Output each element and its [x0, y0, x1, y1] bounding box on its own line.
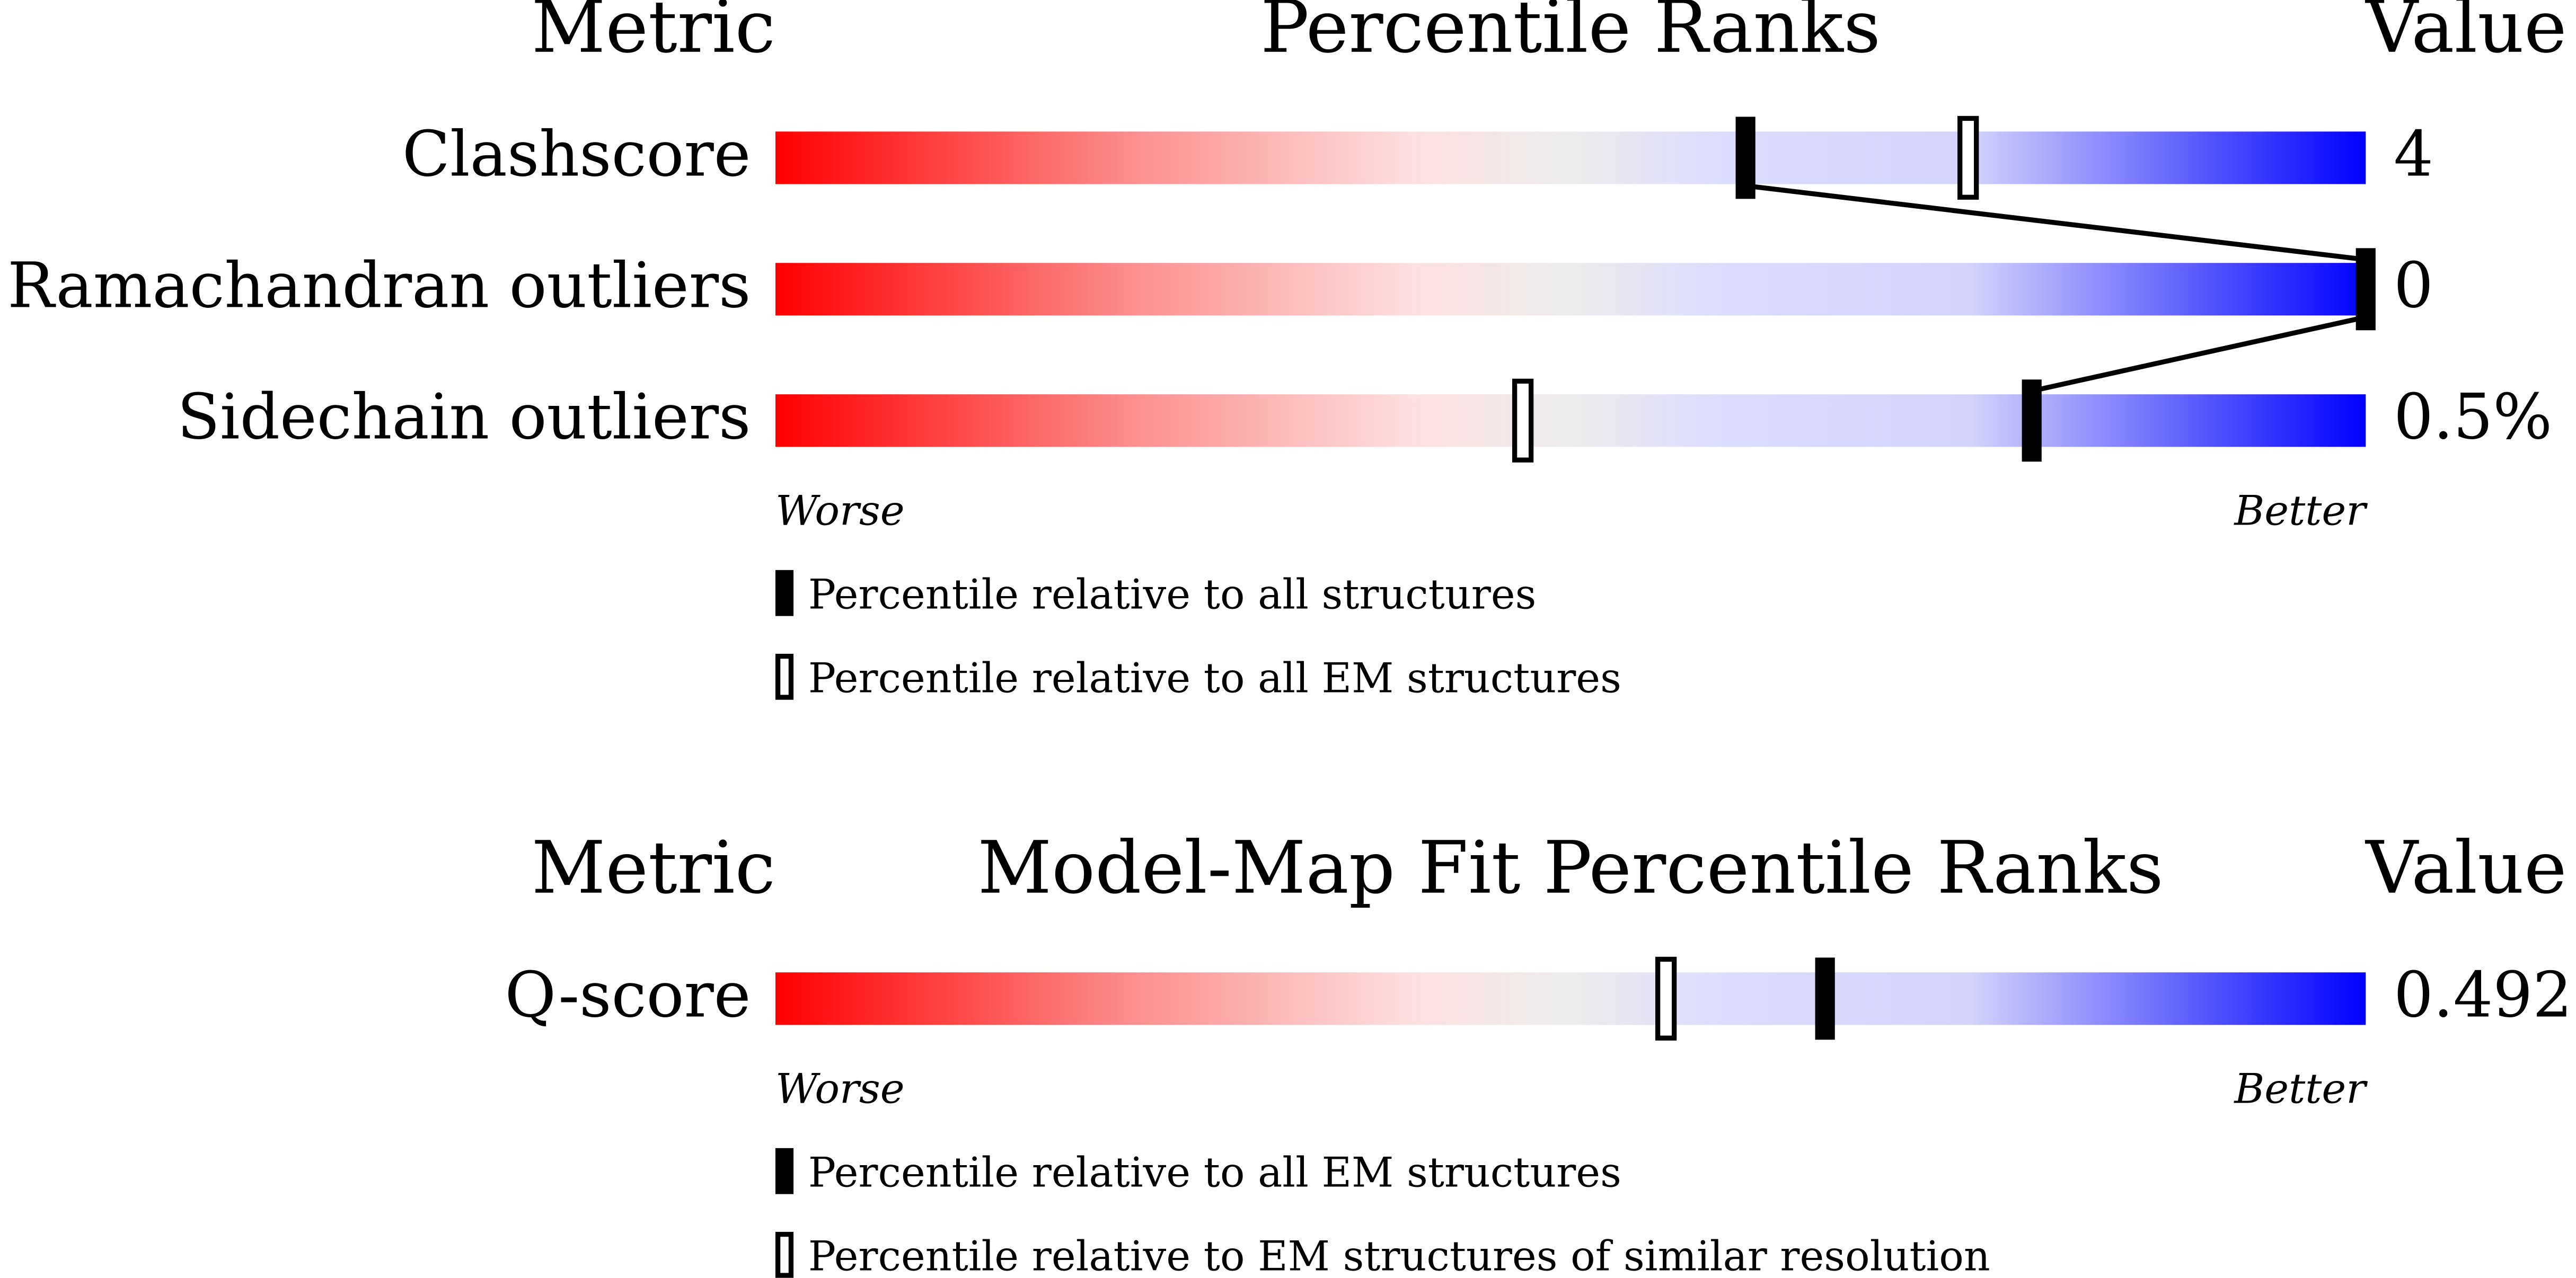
- legend-marker: [775, 1148, 794, 1194]
- metric-value: 0.5%: [2394, 380, 2552, 453]
- better-label: Better: [2233, 487, 2368, 535]
- percentile-bar: [775, 131, 2366, 184]
- percentile-bar: [775, 972, 2366, 1025]
- value-header: Value: [2365, 0, 2566, 69]
- metric-label: Clashscore: [402, 118, 751, 191]
- metric-label: Ramachandran outliers: [7, 249, 751, 322]
- better-label: Better: [2233, 1065, 2368, 1113]
- legend-label: Percentile relative to EM structures of …: [808, 1233, 1990, 1278]
- chart-title: Model-Map Fit Percentile Ranks: [977, 826, 2163, 910]
- percentile-marker-open: [1655, 956, 1677, 1041]
- legend-marker: [775, 570, 794, 616]
- percentile-marker-filled: [1735, 117, 1755, 199]
- metric-header: Metric: [532, 826, 775, 910]
- legend-label: Percentile relative to all EM structures: [808, 1149, 1621, 1197]
- metric-value: 4: [2394, 118, 2433, 191]
- chart-title: Percentile Ranks: [1260, 0, 1881, 69]
- metric-label: Q-score: [505, 958, 751, 1031]
- metric-label: Sidechain outliers: [177, 380, 751, 453]
- metric-value: 0: [2394, 249, 2433, 322]
- worse-label: Worse: [775, 1065, 905, 1113]
- percentile-marker-filled: [1815, 957, 1835, 1040]
- percentile-marker-open: [1957, 116, 1979, 200]
- value-header: Value: [2365, 826, 2566, 910]
- percentile-marker-filled: [2022, 379, 2042, 462]
- percentile-marker-open: [1512, 378, 1534, 463]
- legend-label: Percentile relative to all structures: [808, 571, 1536, 619]
- metric-header: Metric: [532, 0, 775, 69]
- worse-label: Worse: [775, 487, 905, 535]
- percentile-marker-filled: [2356, 248, 2376, 331]
- metric-value: 0.492: [2394, 958, 2572, 1031]
- legend-label: Percentile relative to all EM structures: [808, 655, 1621, 703]
- legend-marker: [775, 1231, 794, 1278]
- connector-line: [1745, 183, 2366, 262]
- percentile-bar: [775, 263, 2366, 316]
- connector-line: [2031, 314, 2367, 394]
- legend-marker: [775, 653, 794, 700]
- percentile-bar: [775, 394, 2366, 447]
